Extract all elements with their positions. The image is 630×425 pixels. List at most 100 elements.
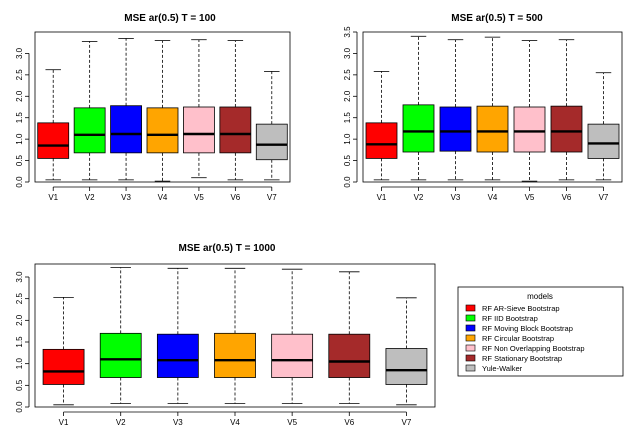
box-t500-v4 [476, 36, 509, 181]
box-t1000-v2 [99, 267, 142, 404]
box-t1000-v7 [385, 297, 428, 406]
box-t1000-v5 [271, 268, 314, 404]
y-tick-label-t1000: 2.0 [15, 314, 24, 326]
legend-swatch-stationary [465, 354, 476, 362]
y-tick-label-t100: 2.5 [15, 69, 24, 81]
iqr-box [183, 106, 215, 154]
legend-swatch-moving-block [465, 324, 476, 332]
legend-frame [457, 286, 624, 377]
legend-label-ar-sieve: RF AR-Sieve Bootstrap [482, 304, 560, 313]
x-tick-label-t1000: V5 [287, 418, 297, 425]
iqr-box [42, 348, 85, 385]
y-tick-label-t100: 1.0 [15, 133, 24, 145]
iqr-box [37, 122, 70, 159]
y-tick-label-t100: 1.5 [15, 112, 24, 124]
iqr-box [587, 123, 620, 159]
box-t500-v2 [402, 35, 435, 181]
iqr-box [385, 348, 428, 385]
y-tick-label-t500: 2.0 [343, 90, 352, 102]
panel-title-t500: MSE ar(0.5) T = 500 [451, 13, 543, 24]
x-tick-label-t500: V5 [525, 193, 535, 202]
plot-frame-t100 [34, 31, 291, 183]
x-tick-label-t500: V6 [562, 193, 572, 202]
iqr-box [156, 333, 199, 378]
box-t100-v4 [146, 40, 179, 182]
legend-label-circular: RF Circular Bootstrap [482, 334, 554, 343]
x-tick-label-t100: V7 [267, 193, 277, 202]
x-tick-label-t100: V4 [158, 193, 168, 202]
box-t100-v2 [73, 41, 106, 181]
box-t500-v7 [587, 72, 620, 181]
iqr-box [328, 333, 371, 378]
iqr-box [402, 104, 435, 153]
boxplot-panel-t500: MSE ar(0.5) T = 500 0.0 0.5 1.0 1.5 2.0 2.5 3.… [343, 13, 623, 202]
x-tick-label-t1000: V4 [230, 418, 240, 425]
iqr-box [255, 123, 288, 161]
iqr-box [73, 107, 106, 154]
iqr-box [271, 333, 314, 378]
box-t100-v1 [37, 69, 70, 181]
box-t1000-v4 [214, 267, 256, 404]
plot-frame-t1000 [34, 263, 436, 408]
y-tick-label-t100: 2.0 [15, 90, 24, 102]
x-tick-label-t100: V6 [230, 193, 240, 202]
legend-label-moving-block: RF Moving Block Bootstrap [482, 324, 573, 333]
y-tick-label-t500: 1.5 [343, 112, 352, 124]
y-tick-label-t1000: 1.5 [15, 336, 24, 348]
y-tick-label-t1000: 0.5 [15, 379, 24, 391]
boxplot-panel-t1000: MSE ar(0.5) T = 1000 0.0 0.5 1.0 1.5 2.0 2.5 3… [15, 243, 436, 425]
legend-swatch-circular [465, 334, 476, 342]
x-tick-label-t100: V5 [194, 193, 204, 202]
y-tick-label-t100: 0.0 [15, 176, 24, 188]
plot-frame-t500 [362, 31, 623, 183]
y-tick-label-t500: 0.5 [343, 154, 352, 166]
legend-label-iid: RF IID Bootstrap [482, 314, 538, 323]
x-tick-label-t1000: V1 [59, 418, 69, 425]
x-tick-label-t500: V2 [414, 193, 424, 202]
box-t500-v1 [365, 71, 398, 181]
x-tick-label-t1000: V3 [173, 418, 183, 425]
legend-label-non-overlapping: RF Non Overlapping Bootstrap [482, 344, 585, 353]
legend-label-stationary: RF Stationary Bootstrap [482, 354, 562, 363]
iqr-box [146, 107, 179, 154]
box-t500-v3 [439, 39, 472, 181]
x-tick-label-t500: V3 [451, 193, 461, 202]
panel-title-t100: MSE ar(0.5) T = 100 [124, 13, 216, 24]
y-tick-label-t1000: 3.0 [15, 271, 24, 283]
iqr-box [513, 106, 546, 153]
box-t1000-v1 [42, 296, 85, 406]
iqr-box [219, 106, 252, 154]
box-t100-v6 [219, 40, 252, 181]
x-tick-label-t100: V1 [48, 193, 58, 202]
iqr-box [550, 105, 583, 153]
iqr-box [365, 122, 398, 159]
box-t1000-v3 [156, 267, 199, 404]
y-tick-label-t1000: 1.0 [15, 358, 24, 370]
y-tick-label-t100: 0.5 [15, 154, 24, 166]
legend-title: models [527, 292, 553, 301]
y-tick-label-t500: 0.0 [343, 176, 352, 188]
legend-swatch-ar-sieve [465, 304, 476, 312]
y-tick-label-t500: 2.5 [343, 69, 352, 81]
y-tick-label-t1000: 0.0 [15, 401, 24, 413]
iqr-box [110, 105, 142, 154]
legend-swatch-yule-walker [465, 364, 476, 372]
x-tick-label-t500: V4 [488, 193, 498, 202]
y-tick-label-t1000: 2.5 [15, 293, 24, 305]
iqr-box [214, 332, 256, 378]
box-t100-v7 [255, 71, 288, 181]
panel-title-t1000: MSE ar(0.5) T = 1000 [179, 243, 276, 254]
x-tick-label-t500: V1 [377, 193, 387, 202]
box-t100-v5 [183, 39, 215, 179]
iqr-box [439, 106, 472, 152]
iqr-box [99, 332, 142, 378]
iqr-box [476, 105, 509, 153]
x-tick-label-t100: V3 [121, 193, 131, 202]
x-tick-label-t1000: V2 [116, 418, 126, 425]
y-tick-label-t500: 1.0 [343, 133, 352, 145]
legend-swatch-non-overlapping [465, 344, 476, 352]
legend-label-yule-walker: Yule-Walker [482, 364, 523, 373]
box-t500-v5 [513, 40, 546, 182]
